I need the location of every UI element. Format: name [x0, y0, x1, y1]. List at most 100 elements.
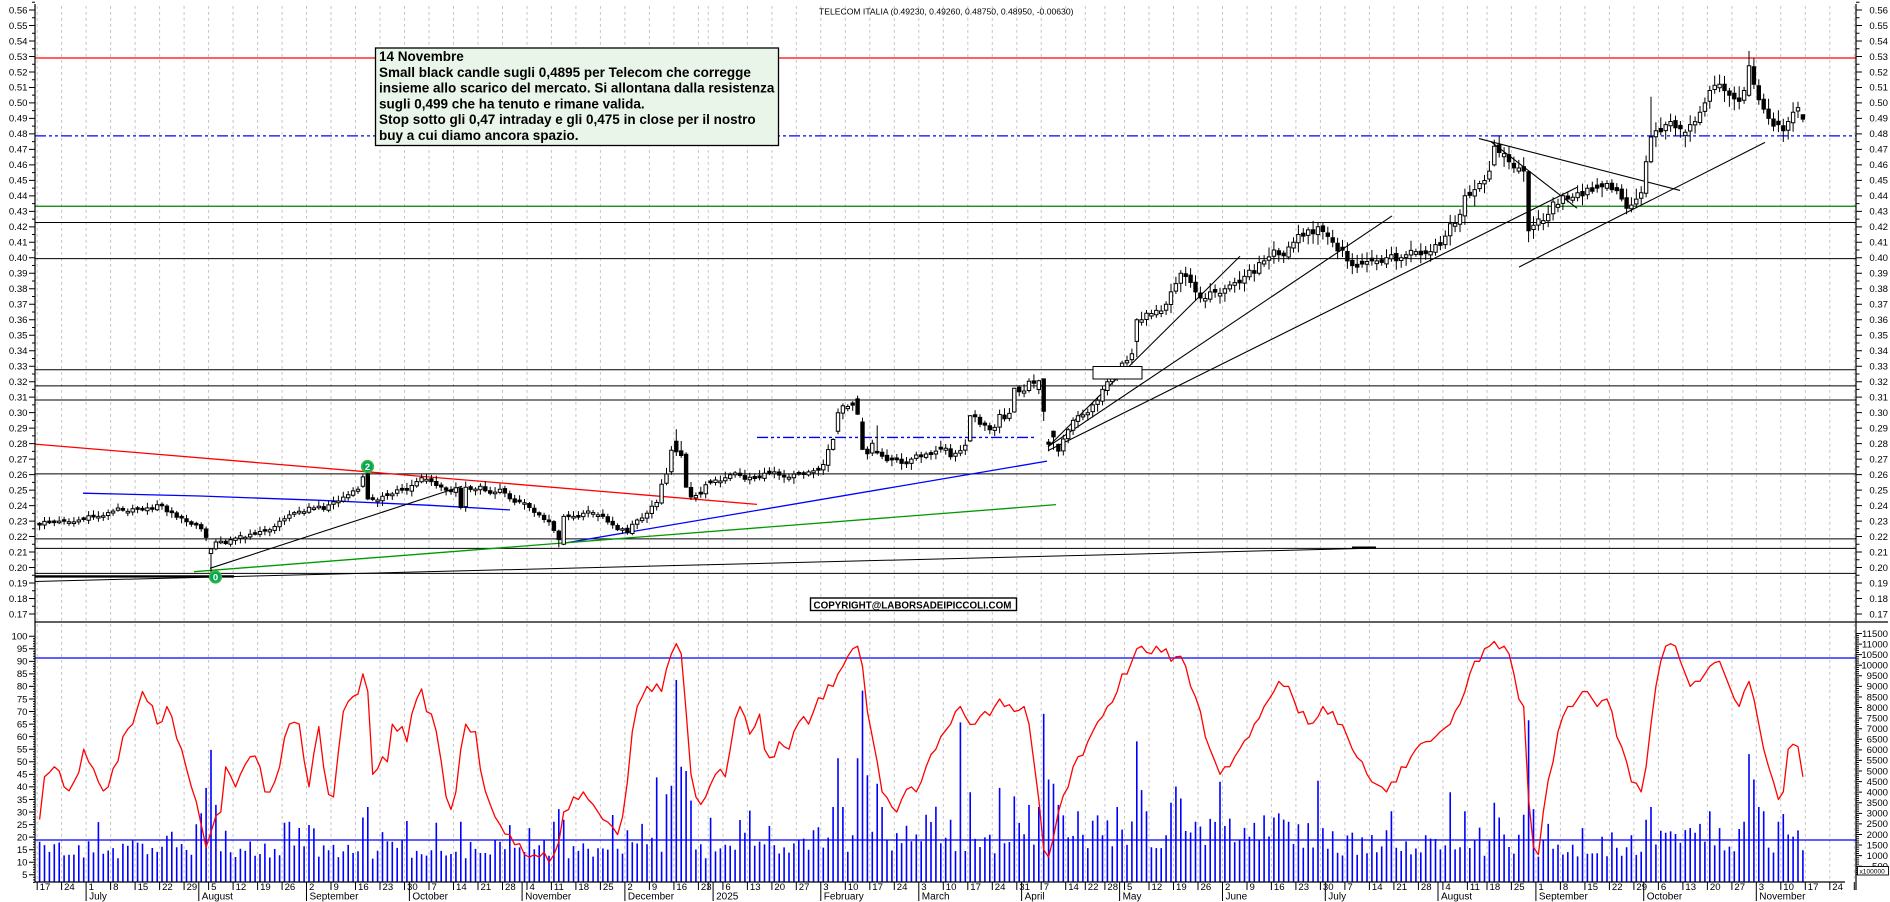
svg-text:27: 27 — [1734, 882, 1745, 893]
svg-text:0.21: 0.21 — [1869, 547, 1888, 558]
svg-text:8: 8 — [1563, 882, 1568, 893]
svg-text:0.48: 0.48 — [9, 129, 28, 140]
svg-text:COPYRIGHT@LABORSADEIPICCOLI.CO: COPYRIGHT@LABORSADEIPICCOLI.COM — [814, 600, 1012, 611]
svg-text:0.36: 0.36 — [1869, 315, 1888, 326]
svg-text:5000: 5000 — [1867, 766, 1888, 777]
svg-text:0.23: 0.23 — [9, 516, 28, 527]
svg-text:September: September — [310, 892, 360, 902]
svg-text:November: November — [525, 892, 572, 902]
svg-text:sugli 0,499 che ha tenuto e ri: sugli 0,499 che ha tenuto e rimane valid… — [379, 96, 645, 111]
svg-text:6500: 6500 — [1867, 735, 1888, 746]
svg-text:0.42: 0.42 — [9, 222, 28, 233]
svg-text:0.37: 0.37 — [9, 300, 28, 311]
svg-text:4: 4 — [1445, 882, 1451, 893]
svg-text:0.19: 0.19 — [9, 578, 28, 589]
svg-text:12: 12 — [236, 882, 247, 893]
svg-text:23: 23 — [701, 882, 712, 893]
svg-text:0.50: 0.50 — [9, 98, 28, 109]
svg-text:10: 10 — [848, 882, 859, 893]
svg-text:1: 1 — [89, 882, 94, 893]
svg-text:0.51: 0.51 — [9, 83, 28, 94]
svg-text:21: 21 — [481, 882, 492, 893]
svg-text:0.17: 0.17 — [9, 609, 28, 620]
svg-text:0.18: 0.18 — [1869, 594, 1888, 605]
svg-text:24: 24 — [897, 882, 908, 893]
svg-text:9: 9 — [652, 882, 657, 893]
svg-text:7000: 7000 — [1867, 724, 1888, 735]
svg-text:5500: 5500 — [1867, 756, 1888, 767]
svg-text:0.42: 0.42 — [1869, 222, 1888, 233]
svg-text:0.55: 0.55 — [9, 21, 28, 32]
svg-text:0.46: 0.46 — [9, 160, 28, 171]
svg-text:Stop sotto gli 0,47 intraday e: Stop sotto gli 0,47 intraday e gli 0,475… — [379, 112, 756, 127]
svg-text:3000: 3000 — [1867, 809, 1888, 820]
svg-text:30: 30 — [1323, 882, 1334, 893]
svg-text:0.34: 0.34 — [1869, 346, 1888, 357]
svg-text:28: 28 — [1107, 882, 1118, 893]
svg-text:0.56: 0.56 — [1869, 5, 1888, 16]
svg-text:95: 95 — [17, 644, 28, 655]
svg-text:4: 4 — [530, 882, 536, 893]
svg-text:1: 1 — [1538, 882, 1543, 893]
svg-text:0.39: 0.39 — [9, 269, 28, 280]
svg-text:0.56: 0.56 — [9, 5, 28, 16]
svg-text:0.32: 0.32 — [9, 377, 28, 388]
svg-text:3: 3 — [921, 882, 926, 893]
svg-text:0.44: 0.44 — [9, 191, 28, 202]
svg-text:0.34: 0.34 — [9, 346, 28, 357]
svg-text:5: 5 — [22, 870, 27, 881]
svg-text:0.37: 0.37 — [1869, 300, 1888, 311]
svg-text:13: 13 — [1685, 882, 1696, 893]
svg-text:0.49: 0.49 — [1869, 114, 1888, 125]
svg-text:10: 10 — [1783, 882, 1794, 893]
svg-text:0.43: 0.43 — [9, 207, 28, 218]
svg-text:13: 13 — [750, 882, 761, 893]
svg-text:x100000: x100000 — [1860, 868, 1886, 875]
svg-text:24: 24 — [1832, 882, 1843, 893]
svg-text:7: 7 — [1044, 882, 1049, 893]
svg-text:14 Novembre: 14 Novembre — [379, 49, 464, 64]
svg-text:September: September — [1539, 892, 1589, 902]
svg-text:21: 21 — [1396, 882, 1407, 893]
svg-text:0.30: 0.30 — [9, 408, 28, 419]
svg-text:31: 31 — [1019, 882, 1030, 893]
svg-text:16: 16 — [676, 882, 687, 893]
svg-text:19: 19 — [1176, 882, 1187, 893]
svg-text:17: 17 — [970, 882, 981, 893]
svg-text:90: 90 — [17, 657, 28, 668]
svg-text:0.38: 0.38 — [1869, 284, 1888, 295]
svg-text:5: 5 — [211, 882, 216, 893]
svg-text:24: 24 — [64, 882, 75, 893]
svg-text:February: February — [824, 892, 864, 902]
svg-text:August: August — [1441, 892, 1472, 902]
svg-text:insieme allo scarico del merca: insieme allo scarico del mercato. Si all… — [379, 81, 775, 96]
svg-text:17: 17 — [40, 882, 51, 893]
svg-text:16: 16 — [358, 882, 369, 893]
svg-text:5: 5 — [1127, 882, 1132, 893]
svg-text:2: 2 — [627, 882, 632, 893]
svg-text:0.27: 0.27 — [9, 454, 28, 465]
svg-text:0.17: 0.17 — [1869, 609, 1888, 620]
svg-text:October: October — [1647, 892, 1683, 902]
svg-text:85: 85 — [17, 669, 28, 680]
svg-text:50: 50 — [17, 757, 28, 768]
svg-text:14: 14 — [1372, 882, 1383, 893]
svg-text:25: 25 — [1514, 882, 1525, 893]
svg-text:0.19: 0.19 — [1869, 578, 1888, 589]
svg-text:10: 10 — [946, 882, 957, 893]
svg-text:3: 3 — [1759, 882, 1764, 893]
svg-text:0.40: 0.40 — [1869, 253, 1888, 264]
svg-text:0.20: 0.20 — [1869, 563, 1888, 574]
svg-text:0.38: 0.38 — [9, 284, 28, 295]
svg-text:60: 60 — [17, 732, 28, 743]
svg-text:20: 20 — [1710, 882, 1721, 893]
svg-text:2025: 2025 — [716, 892, 739, 902]
svg-text:0.54: 0.54 — [1869, 36, 1888, 47]
svg-text:11: 11 — [554, 882, 564, 893]
svg-text:25: 25 — [17, 820, 28, 831]
svg-text:14: 14 — [1068, 882, 1079, 893]
svg-text:9: 9 — [334, 882, 339, 893]
svg-text:0.18: 0.18 — [9, 594, 28, 605]
svg-text:17: 17 — [1808, 882, 1819, 893]
svg-text:9000: 9000 — [1867, 682, 1888, 693]
